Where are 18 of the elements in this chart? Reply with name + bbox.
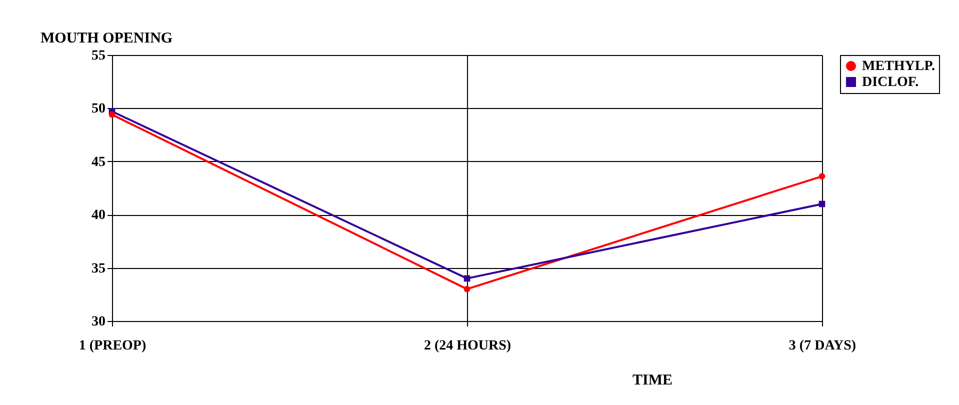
legend-label: METHYLP. [862, 59, 935, 74]
y-tick-label: 40 [92, 208, 106, 224]
y-tick-label: 30 [92, 314, 106, 330]
y-tick-label: 35 [92, 261, 106, 276]
point [818, 200, 826, 208]
point [464, 286, 470, 292]
legend-label: DICLOF. [862, 75, 919, 90]
y-tick-label: 50 [92, 102, 106, 117]
point [108, 111, 116, 118]
x-tick-label: 2 (24 HOURS) [424, 338, 512, 354]
y-axis-title: MOUTH OPENING [40, 30, 173, 46]
y-tick-label: 55 [92, 48, 106, 64]
x-axis-title: TIME [632, 372, 672, 388]
x-tick-label: 3 (7 DAYS) [788, 338, 856, 354]
point [818, 173, 826, 180]
y-tick-label: 45 [92, 154, 106, 170]
x-tick-label: 1 (PREOP) [78, 338, 146, 354]
point [464, 275, 470, 282]
